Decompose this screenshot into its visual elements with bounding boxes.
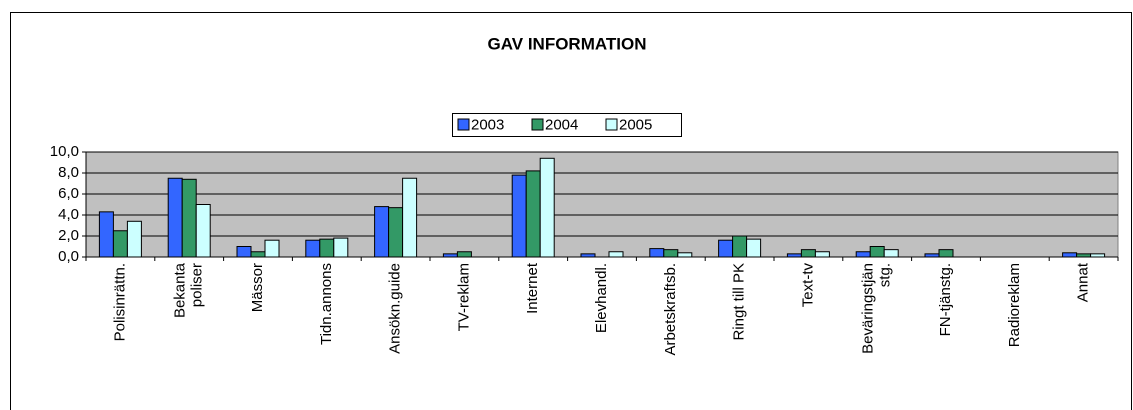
- bar: [126, 220, 142, 258]
- bar: [167, 177, 183, 258]
- bar: [402, 177, 418, 258]
- bar: [250, 251, 266, 258]
- bar: [511, 174, 527, 258]
- bar: [319, 238, 335, 258]
- x-tick-label: Tidn.annons: [318, 263, 335, 345]
- bar: [305, 239, 321, 258]
- bar: [525, 170, 541, 258]
- y-tick-label: 0,0: [58, 248, 79, 265]
- y-tick-label: 8,0: [58, 164, 79, 181]
- bar: [814, 251, 830, 258]
- x-tick-label: Internet: [524, 262, 541, 314]
- x-tick-label: Ringt till PK: [731, 263, 748, 341]
- bar: [539, 157, 555, 258]
- bar: [746, 238, 762, 258]
- bar: [855, 251, 871, 258]
- bar: [98, 211, 114, 258]
- x-tick-label: Ansökn.guide: [387, 263, 404, 354]
- y-tick-label: 4,0: [58, 206, 79, 223]
- bar: [388, 207, 404, 258]
- x-tick-label: Beväringstjänstg.: [860, 263, 894, 354]
- bar: [236, 246, 252, 258]
- y-tick-label: 6,0: [58, 185, 79, 202]
- bar: [718, 239, 734, 258]
- bar: [181, 178, 197, 258]
- y-tick-label: 10,0: [50, 143, 79, 160]
- x-tick-label: TV-reklam: [455, 263, 472, 331]
- bar: [869, 246, 885, 258]
- x-tick-label: Annat: [1075, 262, 1092, 302]
- legend-swatch: [605, 118, 618, 131]
- bar: [264, 239, 280, 258]
- bar: [112, 230, 128, 258]
- x-tick-label: Arbetskraftsb.: [662, 263, 679, 356]
- legend-swatch: [457, 118, 470, 131]
- bar: [195, 204, 211, 258]
- bar: [374, 206, 390, 258]
- legend-swatch: [531, 118, 544, 131]
- bar: [456, 251, 472, 258]
- bar: [663, 249, 679, 258]
- x-tick-label: Radioreklam: [1006, 263, 1023, 347]
- y-tick-label: 2,0: [58, 227, 79, 244]
- bar: [1062, 252, 1078, 258]
- legend-box: [452, 113, 682, 137]
- x-tick-label: Polisinrättn.: [111, 263, 128, 341]
- chart-title: GAV INFORMATION: [488, 34, 647, 53]
- x-tick-label: FN-tjänstg.: [937, 263, 954, 336]
- bar: [938, 249, 954, 258]
- x-tick-label: Elevhandl.: [593, 263, 610, 333]
- bar: [333, 237, 349, 258]
- legend-label: 2003: [471, 116, 504, 133]
- x-tick-label: Mässor: [249, 263, 266, 312]
- bar: [732, 235, 748, 258]
- legend-label: 2005: [619, 116, 652, 133]
- bar: [677, 252, 693, 258]
- x-tick-label: Bekantapoliser: [172, 262, 206, 318]
- bar: [883, 249, 899, 258]
- plot-area: [85, 151, 1119, 258]
- bar: [649, 248, 665, 258]
- legend-label: 2004: [545, 116, 578, 133]
- bar: [608, 251, 624, 258]
- bar: [800, 249, 816, 258]
- x-tick-label: Text-tv: [799, 263, 816, 308]
